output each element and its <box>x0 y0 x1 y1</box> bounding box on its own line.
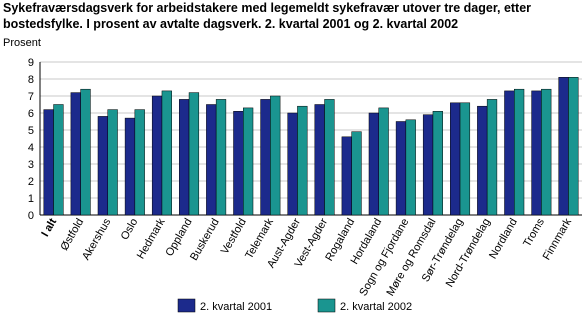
bar <box>124 117 136 216</box>
bar <box>459 102 471 216</box>
bar <box>341 136 352 216</box>
bar <box>324 99 335 216</box>
legend-label: 2. kvartal 2002 <box>340 301 412 313</box>
bar <box>504 90 515 216</box>
bar <box>161 90 172 216</box>
legend-label: 2. kvartal 2001 <box>200 301 272 313</box>
legend-swatch <box>317 298 336 313</box>
bar <box>368 112 379 216</box>
bar <box>541 88 552 216</box>
bar <box>351 131 362 216</box>
bar <box>188 92 200 216</box>
x-tick-label: Østfold <box>58 217 86 253</box>
y-tick-label: 1 <box>28 193 34 205</box>
legend-swatch <box>177 298 196 313</box>
y-tick-label: 5 <box>28 125 34 137</box>
y-tick-label: 7 <box>28 91 34 103</box>
bar <box>233 111 244 216</box>
bar <box>243 107 254 216</box>
chart-title: Sykefraværsdagsverk for arbeidstakere me… <box>3 1 531 15</box>
y-tick-label: 2 <box>28 176 34 188</box>
bar <box>53 104 64 216</box>
x-tick-label: Vestfold <box>219 217 249 257</box>
bar <box>568 77 579 216</box>
bar <box>405 119 416 216</box>
bar <box>151 95 163 216</box>
x-tick-label: I alt <box>39 216 59 239</box>
y-tick-label: 0 <box>28 210 34 222</box>
bar <box>287 112 298 216</box>
bar <box>206 104 217 216</box>
x-tick-label: Troms <box>521 216 547 249</box>
bar <box>422 114 434 216</box>
bar <box>297 105 308 216</box>
bar <box>395 121 407 216</box>
bar <box>486 99 498 216</box>
y-tick-label: 3 <box>28 159 34 171</box>
bar <box>378 107 389 216</box>
bar <box>514 88 525 216</box>
bar <box>179 99 190 216</box>
bar <box>70 92 81 216</box>
y-axis-label: Prosent <box>3 37 41 49</box>
bar <box>314 104 325 216</box>
bar <box>450 102 461 216</box>
y-tick-label: 9 <box>28 57 34 69</box>
x-tick-label: Sogn og Fjordane <box>357 217 411 299</box>
bar <box>558 77 569 216</box>
bar <box>97 116 109 216</box>
x-tick-label: Oslo <box>119 217 141 243</box>
chart-title: bostedsfylke. I prosent av avtalte dagsv… <box>3 17 458 31</box>
bar <box>43 109 54 216</box>
bar <box>477 105 488 216</box>
bar <box>270 95 281 216</box>
y-tick-label: 6 <box>28 108 34 120</box>
y-tick-label: 4 <box>28 142 34 154</box>
x-tick-label: Møre og Romsdal <box>384 217 438 299</box>
bar <box>80 88 91 216</box>
bar <box>134 109 145 216</box>
bar <box>107 109 118 216</box>
y-tick-label: 8 <box>28 74 34 86</box>
bar <box>215 99 227 216</box>
bar <box>432 111 443 216</box>
bar <box>260 99 271 216</box>
bar <box>531 90 542 216</box>
